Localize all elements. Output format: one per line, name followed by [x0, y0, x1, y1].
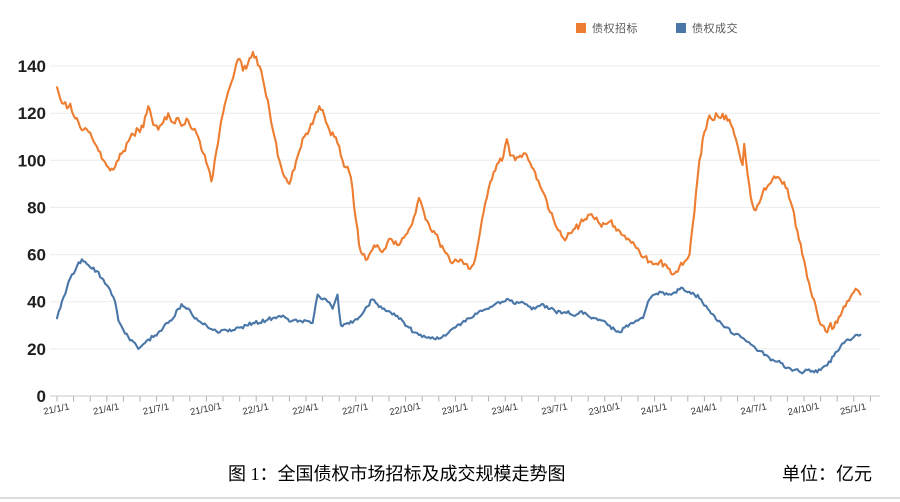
legend-label-deal: 债权成交 — [692, 23, 738, 35]
bottom-divider — [0, 497, 900, 499]
caption-row: 图 1：全国债权市场招标及成交规模走势图 单位：亿元 — [0, 460, 900, 486]
svg-text:21/10/1: 21/10/1 — [189, 401, 222, 418]
svg-text:40: 40 — [27, 293, 46, 312]
svg-text:22/1/1: 22/1/1 — [242, 401, 270, 417]
svg-text:100: 100 — [18, 151, 46, 170]
x-axis-ticks — [56, 396, 871, 402]
svg-text:23/7/1: 23/7/1 — [540, 401, 568, 417]
x-axis-labels: 21/1/1 21/4/1 21/7/1 21/10/1 22/1/1 22/4/1 22/… — [42, 401, 867, 418]
svg-text:24/1/1: 24/1/1 — [640, 401, 668, 417]
svg-text:24/4/1: 24/4/1 — [690, 401, 718, 417]
svg-text:22/4/1: 22/4/1 — [291, 401, 319, 417]
svg-text:0: 0 — [37, 387, 46, 406]
y-axis-labels: 0 20 40 60 80 100 120 140 — [18, 57, 46, 406]
svg-text:80: 80 — [27, 198, 46, 217]
svg-text:23/10/1: 23/10/1 — [588, 401, 621, 418]
svg-text:21/1/1: 21/1/1 — [42, 401, 70, 417]
svg-text:23/4/1: 23/4/1 — [491, 401, 519, 417]
legend-swatch-bid — [576, 23, 586, 33]
svg-text:20: 20 — [27, 340, 46, 359]
svg-text:22/7/1: 22/7/1 — [341, 401, 369, 417]
legend-item-deal: 债权成交 — [676, 20, 738, 36]
svg-text:22/10/1: 22/10/1 — [388, 401, 421, 418]
legend-swatch-deal — [676, 23, 686, 33]
svg-text:24/7/1: 24/7/1 — [740, 401, 768, 417]
gridlines — [50, 65, 880, 397]
series-line-deal — [55, 258, 862, 375]
svg-text:120: 120 — [18, 104, 46, 123]
svg-text:24/10/1: 24/10/1 — [787, 401, 820, 418]
svg-text:23/1/1: 23/1/1 — [441, 401, 469, 417]
legend-label-bid: 债权招标 — [592, 23, 638, 35]
svg-text:25/1/1: 25/1/1 — [839, 401, 867, 417]
figure-caption: 图 1：全国债权市场招标及成交规模走势图 — [228, 464, 566, 484]
chart-legend: 债权招标 债权成交 — [576, 20, 738, 36]
svg-text:21/4/1: 21/4/1 — [92, 401, 120, 417]
unit-label: 单位：亿元 — [782, 464, 872, 484]
svg-text:140: 140 — [18, 57, 46, 76]
legend-item-bid: 债权招标 — [576, 20, 638, 36]
series-line-bid — [55, 50, 862, 334]
svg-text:60: 60 — [27, 246, 46, 265]
svg-text:21/7/1: 21/7/1 — [142, 401, 170, 417]
